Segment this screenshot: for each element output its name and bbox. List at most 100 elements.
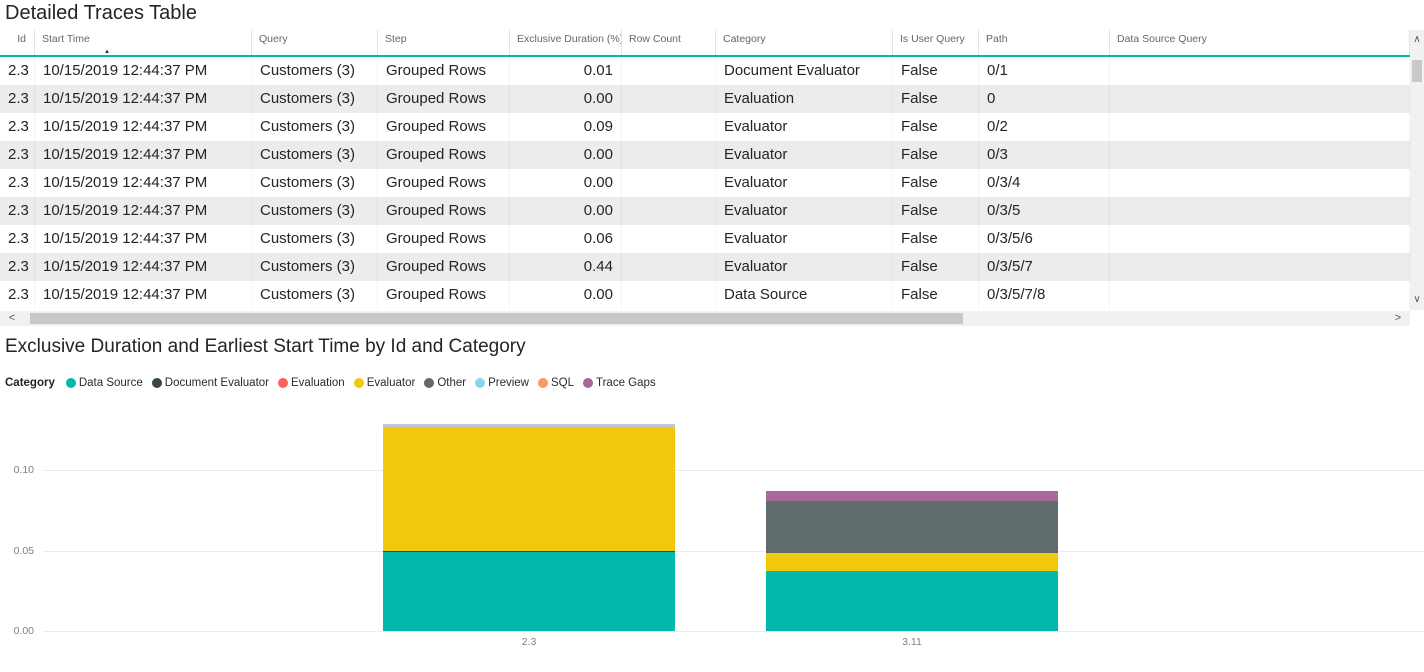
table-row[interactable]: 2.3 10/15/2019 12:44:37 PM Customers (3) Gr… <box>0 281 1410 309</box>
cell-category: Evaluator <box>716 141 893 169</box>
cell-exclusive-duration: 0.00 <box>510 141 622 169</box>
bar-segment-3-11-data-source[interactable] <box>766 571 1058 631</box>
column-header-label: Category <box>723 33 766 45</box>
legend-dot-icon <box>424 378 435 388</box>
vertical-scrollbar-thumb[interactable] <box>1412 60 1422 82</box>
column-header-label: Data Source Query <box>1117 33 1207 45</box>
cell-is-user-query: False <box>893 85 979 113</box>
y-axis-tick-label: 0.05 <box>13 545 34 557</box>
cell-is-user-query: False <box>893 281 979 309</box>
column-header-is-user-query[interactable]: Is User Query <box>893 30 979 55</box>
table-row[interactable]: 2.3 10/15/2019 12:44:37 PM Customers (3) Gr… <box>0 169 1410 197</box>
cell-is-user-query: False <box>893 169 979 197</box>
legend-item-data-source[interactable]: Data Source <box>65 377 143 389</box>
cell-is-user-query: False <box>893 225 979 253</box>
chart-legend: Category Data Source Document Evaluator Ev… <box>5 375 656 391</box>
legend-dot-icon <box>475 378 486 388</box>
legend-item-label: Document Evaluator <box>164 377 269 389</box>
column-header-category[interactable]: Category <box>716 30 893 55</box>
horizontal-scrollbar-thumb[interactable] <box>30 313 963 324</box>
table-row[interactable]: 2.3 10/15/2019 12:44:37 PM Customers (3) Gr… <box>0 197 1410 225</box>
x-axis-tick-label: 3.11 <box>902 636 922 648</box>
cell-start-time: 10/15/2019 12:44:37 PM <box>35 281 252 309</box>
cell-row-count <box>622 281 716 309</box>
column-header-data-source-query[interactable]: Data Source Query <box>1110 30 1410 55</box>
column-header-step[interactable]: Step <box>378 30 510 55</box>
scroll-left-icon[interactable]: < <box>8 312 16 324</box>
scroll-up-icon[interactable]: ∧ <box>1413 34 1421 45</box>
cell-query: Customers (3) <box>252 141 378 169</box>
bar-segment-2-3-other[interactable] <box>383 424 675 427</box>
legend-item-trace-gaps[interactable]: Trace Gaps <box>583 377 656 389</box>
legend-item-evaluation[interactable]: Evaluation <box>278 377 345 389</box>
gridline <box>44 631 1424 632</box>
cell-id: 2.3 <box>0 281 35 309</box>
column-header-path[interactable]: Path <box>979 30 1110 55</box>
cell-data-source-query <box>1110 197 1410 225</box>
table-header-row: Id Start Time ▲ Query Step Exclusive Duration… <box>0 30 1410 55</box>
cell-query: Customers (3) <box>252 197 378 225</box>
table-row[interactable]: 2.3 10/15/2019 12:44:37 PM Customers (3) Gr… <box>0 253 1410 281</box>
table-body: 2.3 10/15/2019 12:44:37 PM Customers (3) Gr… <box>0 57 1410 309</box>
cell-path: 0/3/5/6 <box>979 225 1110 253</box>
cell-query: Customers (3) <box>252 113 378 141</box>
bar-segment-3-11-other[interactable] <box>766 501 1058 553</box>
cell-step: Grouped Rows <box>378 197 510 225</box>
legend-item-document-evaluator[interactable]: Document Evaluator <box>151 377 269 389</box>
cell-row-count <box>622 225 716 253</box>
table-row[interactable]: 2.3 10/15/2019 12:44:37 PM Customers (3) Gr… <box>0 113 1410 141</box>
scroll-right-icon[interactable]: > <box>1394 312 1402 324</box>
table-row[interactable]: 2.3 10/15/2019 12:44:37 PM Customers (3) Gr… <box>0 57 1410 85</box>
bar-segment-3-11-evaluator[interactable] <box>766 553 1058 571</box>
legend-item-evaluator[interactable]: Evaluator <box>353 377 415 389</box>
bar-segment-2-3-evaluator[interactable] <box>383 427 675 551</box>
legend-item-preview[interactable]: Preview <box>475 377 529 389</box>
table-row[interactable]: 2.3 10/15/2019 12:44:37 PM Customers (3) Gr… <box>0 225 1410 253</box>
cell-data-source-query <box>1110 169 1410 197</box>
bar-segment-2-3-document-evaluator[interactable] <box>383 551 675 552</box>
cell-start-time: 10/15/2019 12:44:37 PM <box>35 57 252 85</box>
horizontal-scrollbar[interactable]: < > <box>0 311 1410 326</box>
cell-data-source-query <box>1110 113 1410 141</box>
cell-start-time: 10/15/2019 12:44:37 PM <box>35 253 252 281</box>
chart-title: Exclusive Duration and Earliest Start Ti… <box>5 336 526 357</box>
cell-step: Grouped Rows <box>378 57 510 85</box>
table-row[interactable]: 2.3 10/15/2019 12:44:37 PM Customers (3) Gr… <box>0 141 1410 169</box>
scroll-down-icon[interactable]: ∨ <box>1413 294 1421 305</box>
y-axis-tick-label: 0.00 <box>13 625 34 637</box>
column-header-query[interactable]: Query <box>252 30 378 55</box>
cell-category: Evaluator <box>716 169 893 197</box>
cell-query: Customers (3) <box>252 85 378 113</box>
cell-id: 2.3 <box>0 225 35 253</box>
table-header-underline <box>0 55 1410 57</box>
cell-path: 0/2 <box>979 113 1110 141</box>
table-row[interactable]: 2.3 10/15/2019 12:44:37 PM Customers (3) Gr… <box>0 85 1410 113</box>
cell-is-user-query: False <box>893 141 979 169</box>
cell-category: Data Source <box>716 281 893 309</box>
cell-path: 0/3/5 <box>979 197 1110 225</box>
bar-segment-3-11-trace-gaps[interactable] <box>766 491 1058 501</box>
vertical-scrollbar[interactable]: ∧ ∨ <box>1410 30 1424 310</box>
column-header-row-count[interactable]: Row Count <box>622 30 716 55</box>
cell-start-time: 10/15/2019 12:44:37 PM <box>35 141 252 169</box>
column-header-label: Step <box>385 33 407 45</box>
legend-item-other[interactable]: Other <box>424 377 466 389</box>
cell-category: Document Evaluator <box>716 57 893 85</box>
column-header-exclusive-duration[interactable]: Exclusive Duration (%) <box>510 30 622 55</box>
column-header-id[interactable]: Id <box>0 30 35 55</box>
gridline <box>44 470 1424 471</box>
bar-segment-2-3-data-source[interactable] <box>383 552 675 631</box>
legend-item-label: Data Source <box>78 377 143 389</box>
cell-exclusive-duration: 0.00 <box>510 197 622 225</box>
cell-step: Grouped Rows <box>378 225 510 253</box>
cell-query: Customers (3) <box>252 169 378 197</box>
legend-dot-icon <box>537 378 548 388</box>
cell-id: 2.3 <box>0 113 35 141</box>
column-header-start-time[interactable]: Start Time ▲ <box>35 30 252 55</box>
cell-is-user-query: False <box>893 197 979 225</box>
cell-is-user-query: False <box>893 253 979 281</box>
cell-exclusive-duration: 0.00 <box>510 169 622 197</box>
legend-item-sql[interactable]: SQL <box>537 377 574 389</box>
cell-id: 2.3 <box>0 197 35 225</box>
